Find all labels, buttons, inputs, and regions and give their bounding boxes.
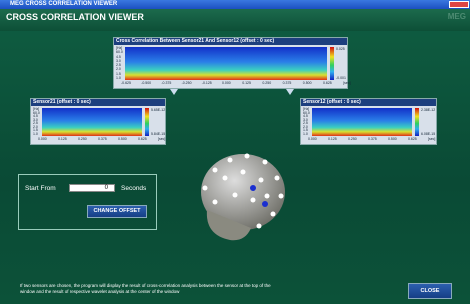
colorbar — [330, 47, 334, 80]
offset-input[interactable]: 0 — [69, 184, 115, 192]
x-label: -0.500 — [141, 81, 151, 85]
footer-note: If two sensors are chosen, the program w… — [20, 283, 280, 294]
offset-label: Start From — [25, 185, 56, 192]
x-label: 0.000 — [38, 137, 47, 141]
colorbar — [145, 108, 149, 136]
colorbar-label: -0.001 — [336, 76, 346, 80]
heatmap-image — [312, 108, 412, 136]
colorbar-label: 5.84E-15 — [151, 132, 165, 136]
x-label: -0.250 — [182, 81, 192, 85]
x-label: -0.375 — [161, 81, 171, 85]
x-label: 0.625 — [408, 137, 417, 141]
x-label: -0.125 — [202, 81, 212, 85]
y-label: 1.0 — [303, 132, 308, 136]
x-label: [sec] — [343, 81, 350, 85]
colorbar — [415, 108, 419, 136]
y-label: 1.0 — [33, 132, 38, 136]
x-label: 0.000 — [308, 137, 317, 141]
x-label: 0.250 — [78, 137, 87, 141]
x-label: 0.375 — [368, 137, 377, 141]
header-title: CROSS CORRELATION VIEWER — [6, 12, 144, 22]
colorbar-label: 2.38E-12 — [421, 108, 435, 112]
close-button[interactable]: CLOSE — [408, 283, 452, 299]
x-label: 0.625 — [323, 81, 332, 85]
x-label: 0.500 — [388, 137, 397, 141]
x-label: -0.625 — [121, 81, 131, 85]
colorbar-label: 0.025 — [336, 47, 345, 51]
x-label: 0.500 — [303, 81, 312, 85]
colorbar-label: 6.08E-15 — [421, 132, 435, 136]
x-label: 0.500 — [118, 137, 127, 141]
x-label: 0.625 — [138, 137, 147, 141]
colorbar-label: 5.65E-12 — [151, 108, 165, 112]
heatmap-image — [42, 108, 142, 136]
y-label: 1.0 — [116, 76, 121, 80]
x-label: 0.125 — [328, 137, 337, 141]
header-bar: CROSS CORRELATION VIEWER MEG — [0, 9, 470, 31]
arrow — [170, 89, 178, 95]
offset-unit: Seconds — [121, 185, 146, 192]
panel-connectors — [168, 88, 298, 98]
cross-panel: Cross Correlation Between Sensor21 And S… — [113, 37, 348, 89]
heatmap-image — [125, 47, 327, 80]
change-offset-button[interactable]: CHANGE OFFSET — [87, 205, 147, 218]
x-label: [sec] — [158, 137, 165, 141]
x-label: 0.375 — [98, 137, 107, 141]
x-label: 0.375 — [283, 81, 292, 85]
arrow — [286, 89, 294, 95]
header-logo: MEG — [448, 12, 466, 21]
x-label: 0.125 — [242, 81, 251, 85]
selected-sensor — [250, 185, 256, 191]
x-label: 0.000 — [222, 81, 231, 85]
window-close[interactable] — [449, 1, 469, 8]
x-label: 0.250 — [262, 81, 271, 85]
x-label: 0.250 — [348, 137, 357, 141]
offset-box: Start From 0 Seconds CHANGE OFFSET — [18, 174, 157, 230]
x-label: [sec] — [428, 137, 435, 141]
x-label: 0.125 — [58, 137, 67, 141]
window-title: MEG CROSS CORRELATION VIEWER — [0, 0, 470, 9]
selected-sensor — [262, 201, 268, 207]
app-window: MEG CROSS CORRELATION VIEWER CROSS CORRE… — [0, 0, 470, 304]
head-model — [185, 140, 295, 250]
